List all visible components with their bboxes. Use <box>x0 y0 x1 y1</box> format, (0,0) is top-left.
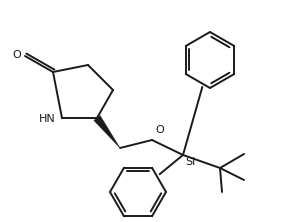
Text: Si: Si <box>185 157 195 167</box>
Text: O: O <box>155 125 164 135</box>
Text: O: O <box>12 50 21 60</box>
Text: HN: HN <box>39 114 56 124</box>
Polygon shape <box>94 116 120 148</box>
